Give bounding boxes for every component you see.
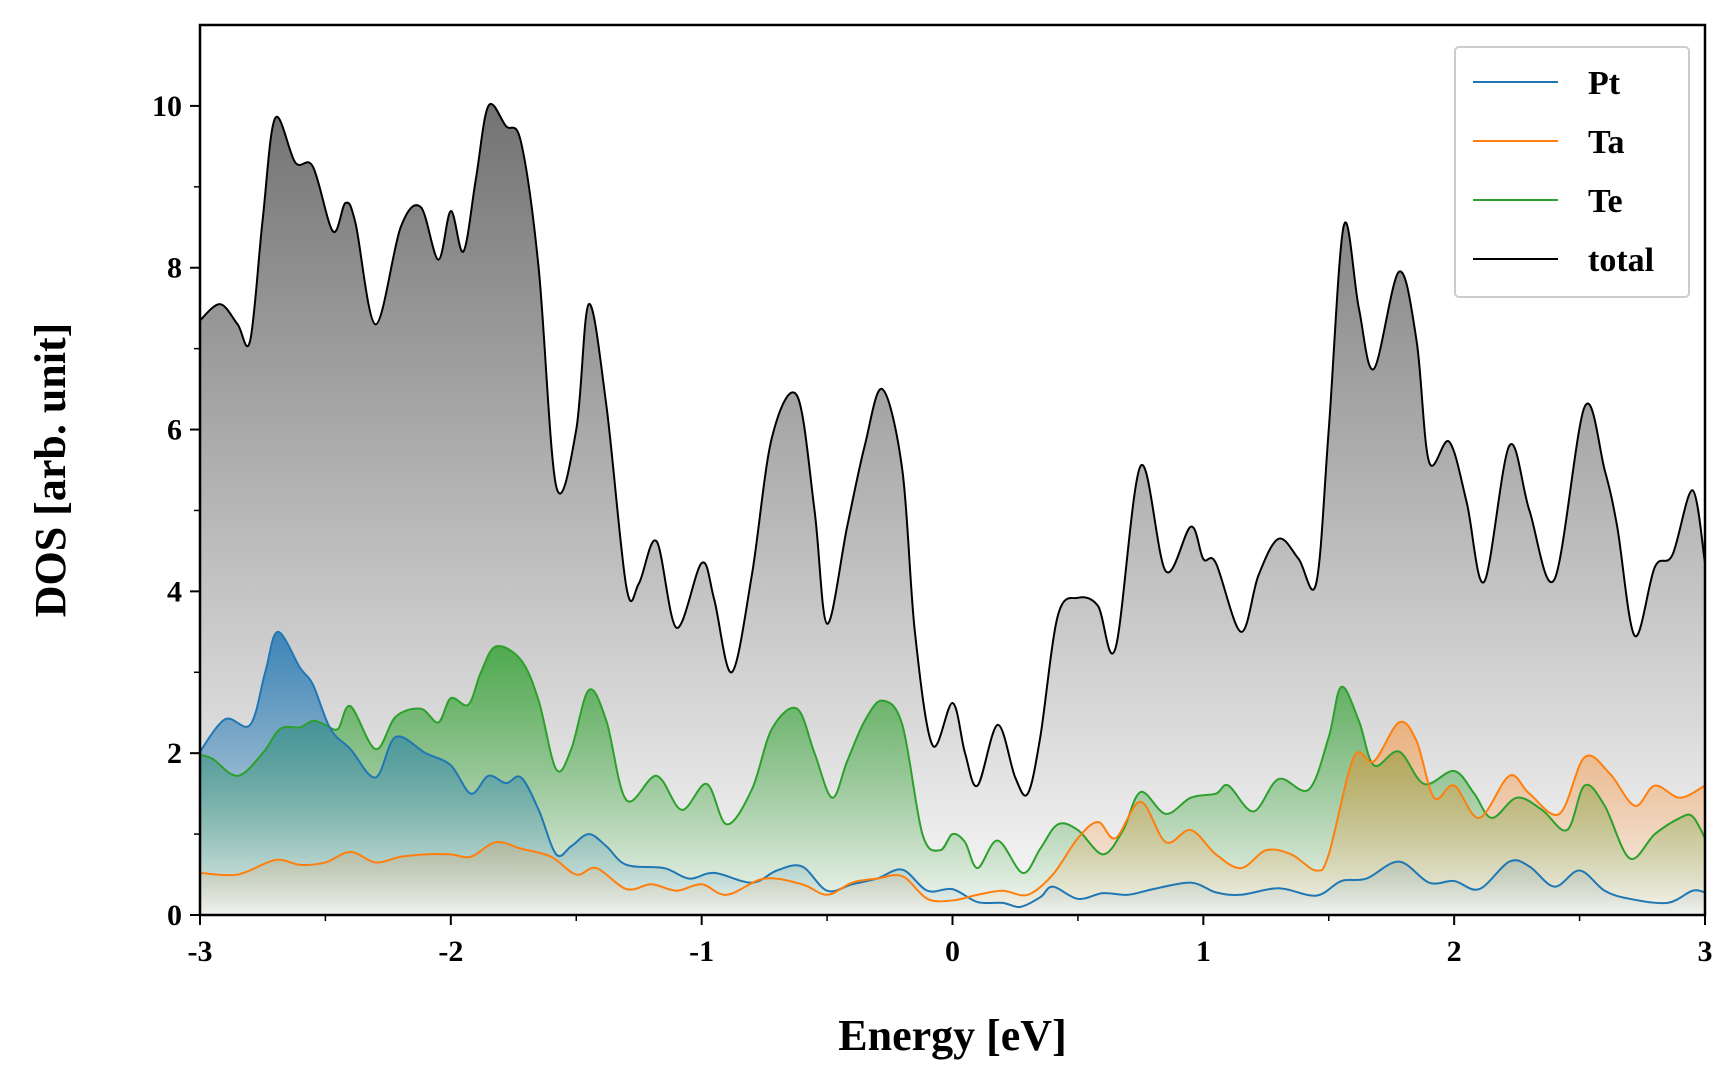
area-pt — [200, 631, 1705, 915]
x-axis-label: Energy [eV] — [838, 1011, 1067, 1060]
area-total — [200, 103, 1705, 915]
area-ta — [200, 721, 1705, 915]
y-tick-label: 2 — [167, 737, 182, 770]
legend-label-te: Te — [1588, 183, 1623, 220]
x-tick-label: -1 — [689, 935, 714, 968]
x-tick-label: 0 — [945, 935, 960, 968]
y-tick-label: 8 — [167, 252, 182, 285]
x-tick-label: -3 — [188, 935, 213, 968]
series-lines — [199, 103, 1706, 909]
y-tick-label: 4 — [167, 575, 182, 608]
legend-box — [1454, 46, 1690, 298]
line-total — [199, 103, 1706, 797]
x-tick-label: 3 — [1698, 935, 1713, 968]
legend-label-pt: Pt — [1588, 65, 1621, 102]
line-ta — [199, 720, 1706, 903]
x-tick-label: 1 — [1196, 935, 1211, 968]
x-axis-ticks: -3 -2 -1 0 1 2 3 — [188, 915, 1713, 968]
legend-label-total: total — [1588, 242, 1654, 279]
y-axis-ticks: 0 2 4 6 8 10 — [152, 90, 200, 932]
legend: Pt Ta Te total — [1454, 46, 1690, 298]
y-axis-label: DOS [arb. unit] — [26, 323, 75, 618]
x-tick-label: -2 — [438, 935, 463, 968]
y-tick-label: 6 — [167, 414, 182, 447]
area-fills — [200, 103, 1705, 915]
legend-label-ta: Ta — [1588, 124, 1625, 161]
line-pt — [199, 630, 1706, 909]
x-tick-label: 2 — [1447, 935, 1462, 968]
y-tick-label: 10 — [152, 90, 182, 123]
y-tick-label: 0 — [167, 899, 182, 932]
